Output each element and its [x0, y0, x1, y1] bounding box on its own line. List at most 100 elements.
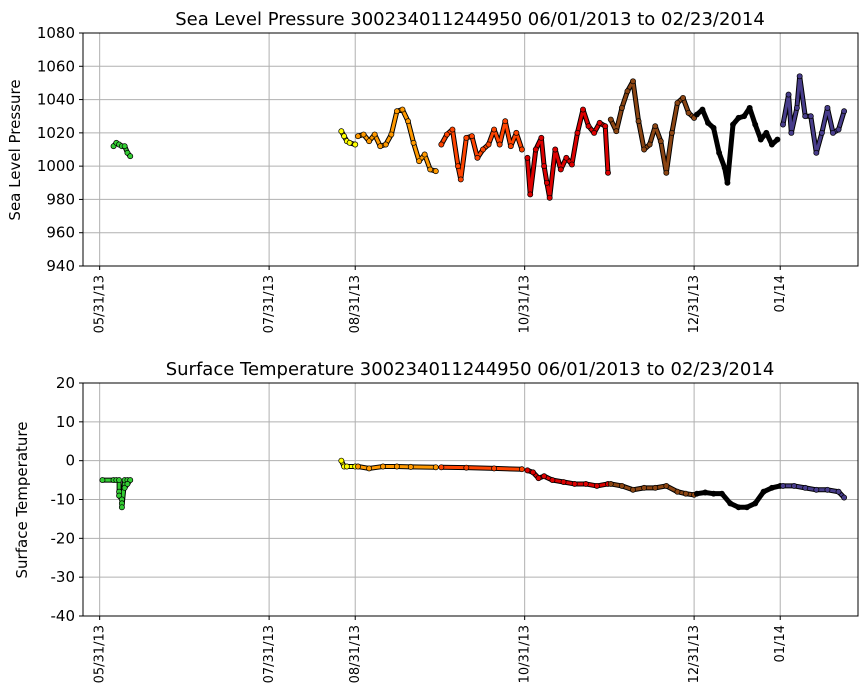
data-point	[591, 129, 598, 136]
data-point	[774, 136, 781, 143]
data-point	[530, 469, 536, 476]
data-point	[685, 109, 692, 116]
data-point	[652, 123, 659, 130]
data-point	[513, 129, 520, 136]
data-point	[360, 131, 367, 138]
data-point	[663, 169, 670, 176]
data-point	[757, 136, 764, 143]
data-point	[99, 477, 106, 484]
data-point	[605, 169, 611, 176]
series-line-jan	[695, 484, 782, 509]
data-point	[438, 141, 445, 148]
data-point	[618, 482, 625, 489]
data-point	[780, 121, 786, 128]
x-tick-label: 08/31/13	[348, 275, 363, 333]
data-point	[343, 463, 350, 470]
data-point	[355, 463, 361, 470]
y-tick-label: 0	[65, 452, 75, 470]
data-point	[668, 129, 675, 136]
y-tick-label: 1020	[37, 124, 75, 142]
y-tick-label: -40	[51, 607, 76, 625]
data-point	[560, 479, 567, 485]
data-point	[380, 463, 386, 470]
data-point	[541, 473, 548, 480]
y-tick-label: 980	[46, 190, 75, 208]
series-line-nov	[525, 468, 610, 488]
data-point	[693, 490, 700, 497]
data-point	[535, 475, 542, 482]
data-point	[382, 141, 389, 148]
data-point	[735, 504, 742, 511]
data-point	[602, 123, 609, 130]
data-point	[607, 481, 614, 487]
data-point	[557, 166, 564, 173]
data-point	[807, 113, 814, 120]
data-point	[741, 113, 748, 120]
x-tick-label: 12/31/13	[687, 625, 702, 683]
data-point	[607, 116, 614, 123]
data-point	[388, 131, 395, 138]
data-point	[338, 128, 345, 135]
x-tick-label: 08/31/13	[348, 625, 363, 683]
data-point	[727, 500, 734, 507]
data-point	[563, 154, 570, 161]
data-point	[802, 484, 809, 491]
data-point	[485, 141, 492, 148]
data-point	[127, 477, 134, 484]
data-point	[399, 106, 406, 113]
x-tick-label: 07/31/13	[262, 275, 277, 333]
chart-title: Surface Temperature 300234011244950 06/0…	[166, 359, 775, 380]
data-point	[118, 504, 125, 511]
data-point	[457, 176, 464, 183]
data-point	[716, 149, 723, 156]
data-point	[552, 146, 559, 153]
data-point	[546, 194, 553, 201]
data-point	[785, 91, 792, 98]
data-point	[641, 484, 648, 491]
data-point	[463, 134, 470, 141]
data-point	[121, 143, 128, 150]
data-point	[841, 494, 848, 501]
data-point	[496, 141, 503, 148]
x-tick-label: 12/31/13	[687, 275, 702, 333]
data-point	[746, 104, 753, 111]
data-point	[674, 99, 681, 106]
data-point	[507, 143, 514, 150]
data-point	[355, 133, 361, 140]
data-point	[768, 141, 775, 148]
data-point	[768, 484, 775, 491]
data-point	[596, 119, 603, 126]
data-point	[730, 121, 736, 128]
data-point	[574, 129, 581, 136]
data-point	[702, 489, 709, 496]
data-point	[641, 146, 648, 153]
data-point	[752, 121, 759, 128]
data-point	[438, 464, 445, 471]
data-point	[518, 466, 525, 473]
data-point	[593, 482, 600, 489]
data-point	[480, 146, 486, 153]
data-point	[541, 163, 548, 170]
x-tick-label: 01/14	[773, 275, 788, 312]
series-line-oct	[439, 119, 524, 181]
data-point	[830, 129, 836, 136]
data-point	[635, 118, 642, 125]
y-tick-label: 10	[56, 413, 75, 431]
data-point	[432, 168, 439, 175]
x-tick-label: 05/31/13	[93, 275, 108, 333]
y-axis-label: Sea Level Pressure	[6, 79, 24, 220]
y-tick-label: 1000	[37, 157, 75, 175]
data-point	[338, 457, 345, 464]
data-point	[366, 465, 373, 472]
data-point	[788, 129, 795, 136]
data-point	[463, 464, 470, 471]
data-point	[407, 463, 414, 470]
data-point	[841, 108, 848, 115]
y-tick-label: 1040	[37, 91, 75, 109]
data-point	[443, 131, 450, 138]
data-point	[585, 123, 592, 130]
data-point	[793, 104, 800, 111]
x-tick-label: 07/31/13	[262, 625, 277, 683]
data-point	[624, 88, 631, 95]
data-point	[121, 484, 128, 491]
